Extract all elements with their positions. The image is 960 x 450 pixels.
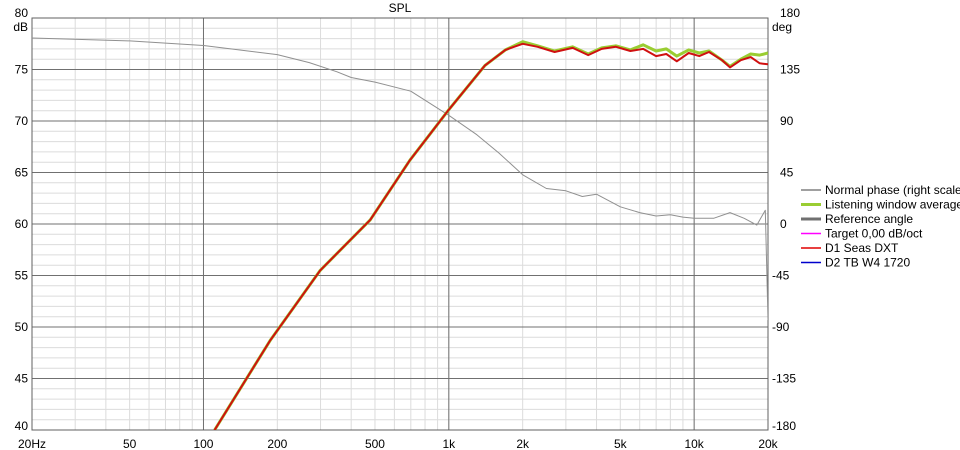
y-right-tick-label: -135 (772, 372, 796, 386)
y-left-tick-label: 65 (15, 166, 29, 180)
legend-label: D1 Seas DXT (825, 241, 899, 255)
y-left-tick-label: 70 (15, 114, 29, 128)
tick-labels: 20Hz 50 100 200 500 1k 2k 5k 10k 20k 40 45 50 55 60 65 7… (15, 6, 801, 450)
x-tick-label: 5k (614, 437, 628, 450)
y-left-tick-label: 45 (15, 372, 29, 386)
left-axis-unit: dB (13, 20, 28, 34)
legend-label: Normal phase (right scale) (825, 183, 960, 197)
series-line-normal-phase-right-scale- (32, 37, 768, 321)
chart-title: SPL (389, 1, 412, 15)
y-left-tick-label: 75 (15, 63, 29, 77)
plot-frame (31, 17, 769, 431)
legend-label: Target 0,00 dB/oct (825, 227, 923, 241)
series-lines (32, 37, 768, 430)
x-tick-label: 2k (516, 437, 530, 450)
x-tick-label: 100 (193, 437, 213, 450)
x-tick-label: 200 (267, 437, 287, 450)
y-right-tick-label: 0 (780, 217, 787, 231)
right-axis-unit: deg (772, 20, 792, 34)
legend-label: Reference angle (825, 212, 913, 226)
y-right-tick-label: 90 (780, 114, 794, 128)
y-left-tick-label: 60 (15, 217, 29, 231)
y-right-tick-label: 45 (780, 166, 794, 180)
series-line-d1-seas-dxt (213, 42, 768, 430)
y-right-tick-label: -180 (772, 419, 796, 433)
y-right-tick-label: -45 (772, 269, 790, 283)
x-tick-label: 20Hz (18, 437, 46, 450)
x-tick-label: 500 (365, 437, 385, 450)
y-right-tick-label: 180 (780, 6, 800, 20)
x-tick-label: 1k (442, 437, 456, 450)
y-right-tick-label: -90 (772, 320, 790, 334)
x-tick-label: 10k (684, 437, 704, 450)
legend-label: D2 TB W4 1720 (825, 256, 910, 270)
legend: Normal phase (right scale)Listening wind… (801, 183, 960, 270)
y-left-tick-label: 40 (15, 419, 29, 433)
grid (31, 17, 769, 431)
x-tick-label: 50 (123, 437, 137, 450)
y-left-tick-label: 50 (15, 320, 29, 334)
y-left-tick-label: 80 (15, 6, 29, 20)
y-left-tick-label: 55 (15, 269, 29, 283)
y-right-tick-label: 135 (780, 63, 800, 77)
x-tick-label: 20k (758, 437, 778, 450)
legend-label: Listening window average (825, 198, 960, 212)
